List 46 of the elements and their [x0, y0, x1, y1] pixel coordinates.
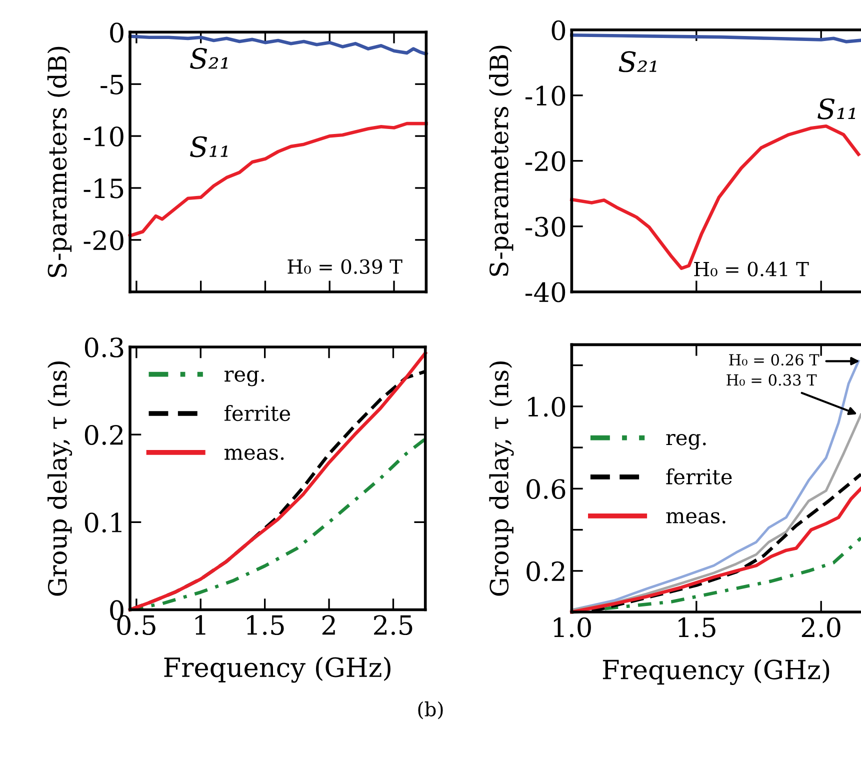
y-tick-label: -40 [526, 282, 566, 302]
legend-label: reg. [224, 370, 264, 386]
y-axis-title: Group delay, τ (ns) [48, 362, 72, 596]
y-tick-label: 0 [552, 20, 566, 40]
y-tick-label: 0.1 [84, 512, 122, 533]
y-tick-label: 0.6 [526, 479, 566, 500]
x-tick-label: 1.0 [554, 617, 591, 638]
y-tick-label: -20 [526, 151, 566, 172]
legend-label: ferrite [224, 404, 290, 422]
text: (b) [418, 701, 443, 720]
annotation: H₀ = 0.41 T [694, 262, 809, 276]
line-series [570, 33, 861, 44]
x-tick-label: 2.5 [374, 615, 412, 636]
x-tick-label: 1 [195, 615, 206, 635]
y-tick-label: -15 [84, 178, 124, 198]
y-tick-label: -30 [526, 216, 566, 237]
y-tick-label: -5 [100, 74, 124, 95]
x-tick-label: 1.5 [247, 615, 284, 636]
legend-label: meas. [224, 448, 284, 460]
y-tick-label: -10 [526, 86, 566, 106]
y-axis-title: S-parameters (dB) [489, 46, 514, 276]
y-tick-label: 0 [110, 22, 124, 43]
y-tick-label: 0.2 [526, 561, 564, 582]
legend-label: reg. [666, 434, 706, 450]
y-tick-label: 1.0 [528, 396, 566, 417]
y-tick-label: 0.2 [84, 425, 123, 445]
y-axis-title: S-parameters (dB) [47, 46, 72, 278]
y-tick-label: 0.3 [84, 337, 124, 358]
y-tick-label: -10 [84, 126, 124, 146]
x-axis-title: Frequency (GHz) [164, 656, 390, 683]
y-tick-label: -20 [84, 230, 124, 250]
annotation: S₁₁ [818, 98, 856, 120]
legend-label: ferrite [666, 468, 732, 485]
annotation: S₂₁ [618, 51, 656, 72]
annotation: S₂₁ [190, 48, 228, 69]
x-tick-label: 2.0 [802, 617, 840, 638]
x-tick-label: 1.5 [678, 617, 716, 638]
annotation: H₀ = 0.33 T [726, 374, 817, 386]
annotation: S₁₁ [190, 136, 228, 158]
legend-label: meas. [666, 512, 726, 524]
y-axis-title: Group delay, τ (ns) [489, 362, 514, 596]
annotation: H₀ = 0.39 T [288, 259, 402, 274]
annotation: H₀ = 0.26 T [729, 354, 820, 366]
x-axis-title: Frequency (GHz) [602, 659, 830, 686]
line-series [128, 122, 428, 238]
x-tick-label: 2 [322, 615, 335, 635]
